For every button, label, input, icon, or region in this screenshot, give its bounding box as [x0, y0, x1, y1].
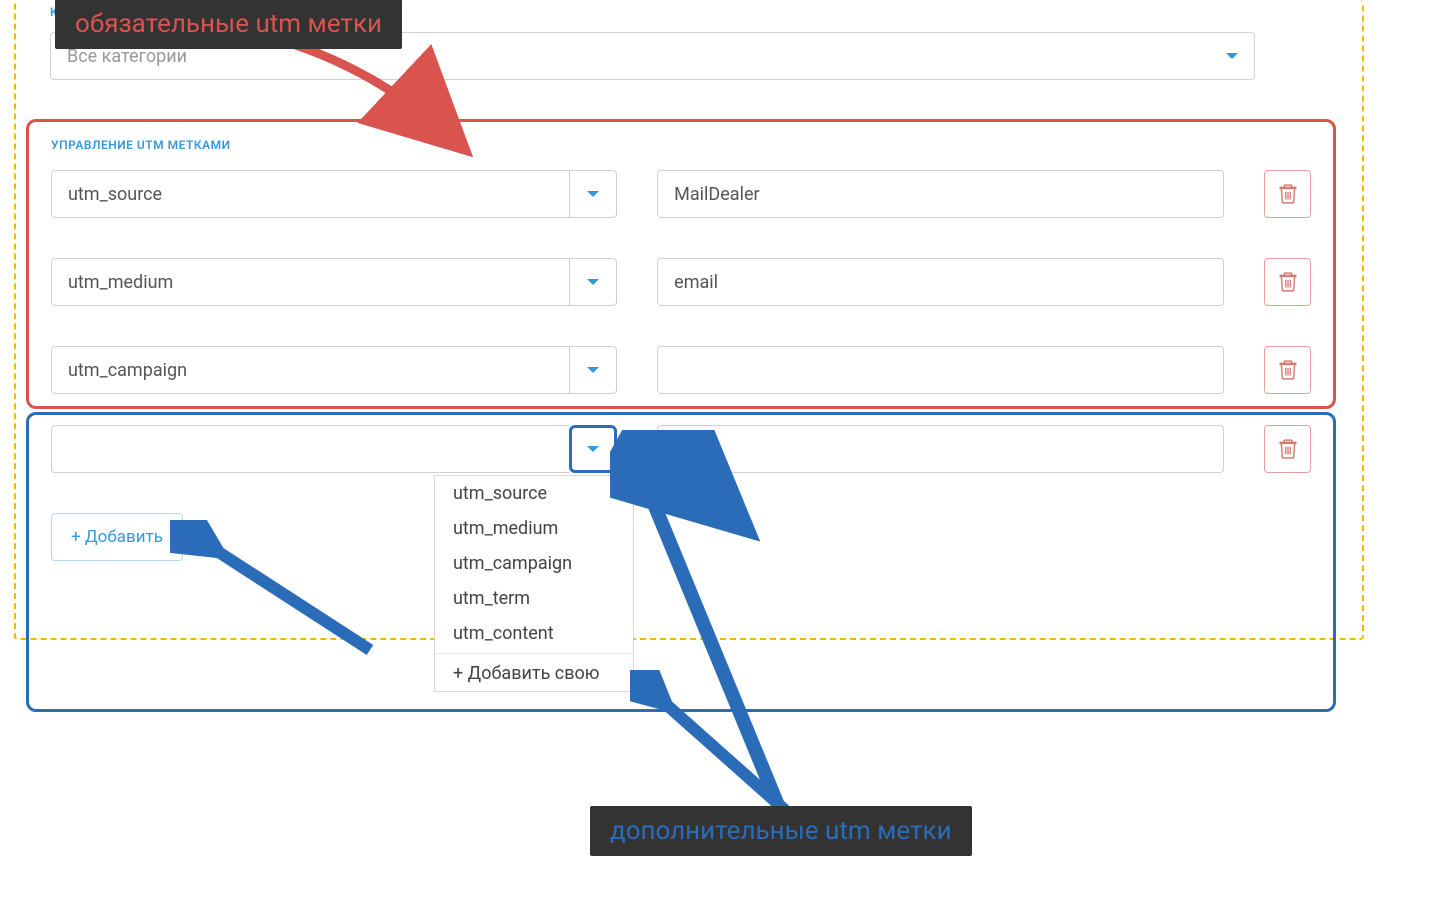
- delete-button[interactable]: [1264, 170, 1311, 218]
- dropdown-item[interactable]: utm_source: [435, 476, 633, 511]
- dropdown-panel: utm_source utm_medium utm_campaign utm_t…: [434, 475, 634, 692]
- utm-key-value: utm_medium: [68, 272, 173, 293]
- dropdown-divider: [435, 653, 633, 654]
- utm-key-select[interactable]: utm_campaign: [51, 346, 617, 394]
- utm-value-text: email: [674, 272, 718, 293]
- utm-key-select[interactable]: [51, 425, 617, 473]
- utm-required-section: УПРАВЛЕНИЕ UTM МЕТКАМИ utm_source MailDe…: [26, 119, 1336, 409]
- utm-value-text: MailDealer: [674, 184, 759, 205]
- chevron-down-icon: [587, 446, 599, 452]
- dropdown-item[interactable]: utm_content: [435, 616, 633, 651]
- utm-row: utm_campaign: [51, 346, 1311, 394]
- delete-button[interactable]: [1264, 425, 1311, 473]
- utm-value-input[interactable]: email: [657, 258, 1224, 306]
- chevron-down-icon: [587, 279, 599, 285]
- add-button-label: + Добавить: [71, 527, 163, 547]
- utm-key-select[interactable]: utm_medium: [51, 258, 617, 306]
- delete-button[interactable]: [1264, 346, 1311, 394]
- utm-header: УПРАВЛЕНИЕ UTM МЕТКАМИ: [51, 138, 1311, 152]
- utm-key-select[interactable]: utm_source: [51, 170, 617, 218]
- annotation-optional: дополнительные utm метки: [590, 806, 972, 856]
- select-toggle[interactable]: [569, 170, 617, 218]
- utm-key-value: utm_campaign: [68, 360, 187, 381]
- chevron-down-icon: [1226, 53, 1238, 59]
- annotation-required: обязательные utm метки: [55, 0, 402, 49]
- chevron-down-icon: [587, 367, 599, 373]
- chevron-down-icon: [587, 191, 599, 197]
- utm-value-input[interactable]: [657, 346, 1224, 394]
- trash-icon: [1279, 272, 1297, 292]
- utm-row: utm_source MailDealer: [51, 170, 1311, 218]
- dropdown-item[interactable]: utm_medium: [435, 511, 633, 546]
- trash-icon: [1279, 360, 1297, 380]
- utm-value-input[interactable]: [657, 425, 1224, 473]
- select-toggle[interactable]: [569, 258, 617, 306]
- utm-optional-section: + Добавить: [26, 412, 1336, 712]
- add-button[interactable]: + Добавить: [51, 513, 183, 561]
- dropdown-item[interactable]: utm_campaign: [435, 546, 633, 581]
- utm-row: utm_medium email: [51, 258, 1311, 306]
- utm-row: [51, 425, 1311, 473]
- select-toggle[interactable]: [569, 346, 617, 394]
- trash-icon: [1279, 439, 1297, 459]
- delete-button[interactable]: [1264, 258, 1311, 306]
- utm-key-value: utm_source: [68, 184, 162, 205]
- utm-value-input[interactable]: MailDealer: [657, 170, 1224, 218]
- dropdown-add-custom[interactable]: + Добавить свою: [435, 656, 633, 691]
- dropdown-item[interactable]: utm_term: [435, 581, 633, 616]
- select-toggle[interactable]: [569, 425, 617, 473]
- trash-icon: [1279, 184, 1297, 204]
